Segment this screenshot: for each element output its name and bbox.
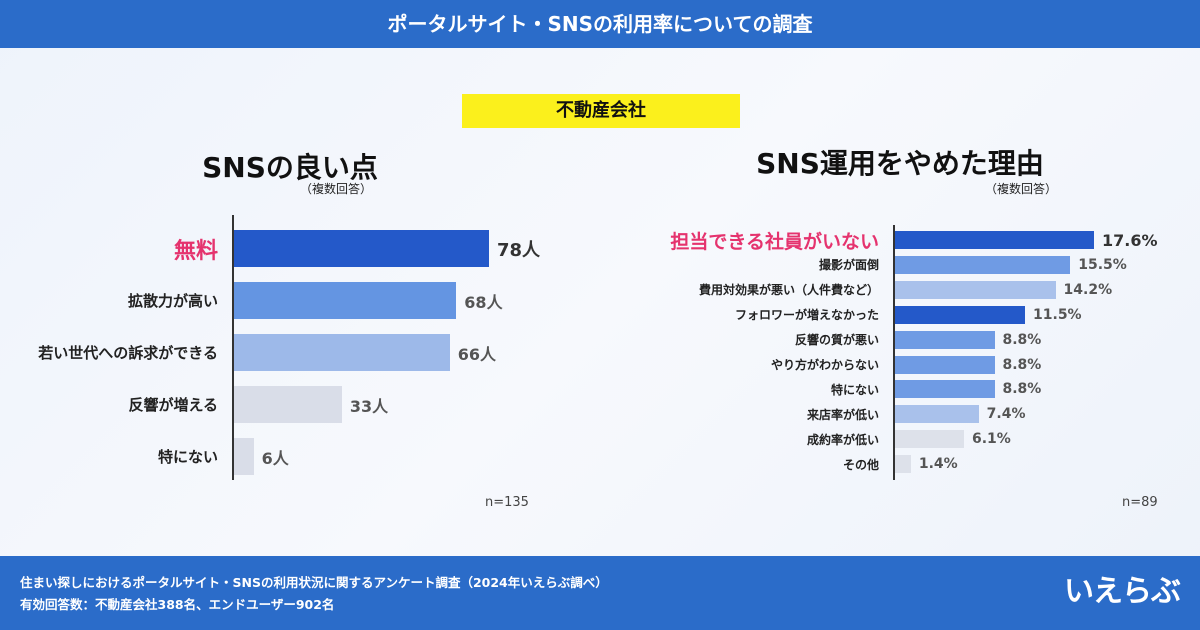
bar [895, 380, 995, 399]
category-label: その他 [842, 457, 879, 472]
chart-title: SNS運用をやめた理由 [756, 147, 1044, 180]
bar [895, 355, 995, 374]
value-label: 66人 [457, 344, 497, 364]
value-label: 8.8% [1002, 331, 1042, 348]
value-label: 1.4% [918, 456, 958, 473]
axis-line [232, 215, 234, 480]
bar [234, 230, 489, 267]
logo: いえらぶ [1064, 574, 1181, 609]
axis-line [893, 225, 895, 480]
bar [895, 305, 1026, 324]
badge: 不動産会社 [462, 94, 740, 128]
chart-subtitle: （複数回答） [300, 182, 373, 196]
category-label: 特にない [830, 382, 879, 397]
bar [895, 430, 964, 449]
category-label: 成約率が低い [806, 432, 879, 447]
bar [234, 282, 457, 319]
chart-subtitle: （複数回答） [985, 182, 1058, 196]
value-label: 17.6% [1102, 230, 1158, 250]
category-label: 若い世代への訴求ができる [38, 344, 218, 362]
category-label: 拡散力が高い [127, 292, 218, 310]
sample-size: n=135 [485, 495, 529, 510]
category-label: 担当できる社員がいない [670, 230, 879, 253]
footer-line: 住まい探しにおけるポータルサイト・SNSの利用状況に関するアンケート調査（202… [20, 575, 608, 590]
bar [895, 255, 1071, 274]
chart-title: SNSの良い点 [202, 151, 378, 184]
bar [234, 438, 254, 475]
bar [895, 455, 911, 474]
category-label: 費用対効果が悪い（人件費など） [698, 283, 879, 298]
value-label: 8.8% [1002, 381, 1042, 398]
bar [895, 280, 1056, 299]
value-label: 68人 [464, 292, 503, 312]
value-label: 8.8% [1002, 356, 1042, 373]
value-label: 7.4% [986, 406, 1026, 423]
category-label: 撮影が面倒 [818, 258, 879, 273]
footer-line: 有効回答数：不動産会社388名、エンドユーザー902名 [20, 597, 335, 612]
category-label: やり方がわからない [770, 358, 879, 372]
bar [234, 334, 450, 371]
value-label: 78人 [497, 239, 541, 261]
value-label: 14.2% [1063, 281, 1113, 298]
bar [234, 386, 342, 423]
bar [895, 231, 1094, 249]
header-title: ポータルサイト・SNSの利用率についての調査 [0, 0, 1200, 48]
value-label: 11.5% [1033, 306, 1082, 323]
category-label: 反響の質が悪い [794, 333, 879, 348]
footer [0, 556, 1200, 630]
sample-size: n=89 [1122, 495, 1158, 510]
category-label: 特にない [157, 448, 218, 466]
bar [895, 405, 979, 424]
category-label: フォロワーが増えなかった [734, 308, 879, 323]
category-label: 来店率が低い [806, 407, 879, 422]
bar [895, 330, 995, 349]
category-label: 無料 [173, 238, 218, 264]
value-label: 6.1% [971, 431, 1011, 448]
value-label: 15.5% [1078, 256, 1127, 273]
value-label: 6人 [261, 448, 289, 468]
value-label: 33人 [349, 396, 389, 416]
category-label: 反響が増える [128, 396, 218, 414]
